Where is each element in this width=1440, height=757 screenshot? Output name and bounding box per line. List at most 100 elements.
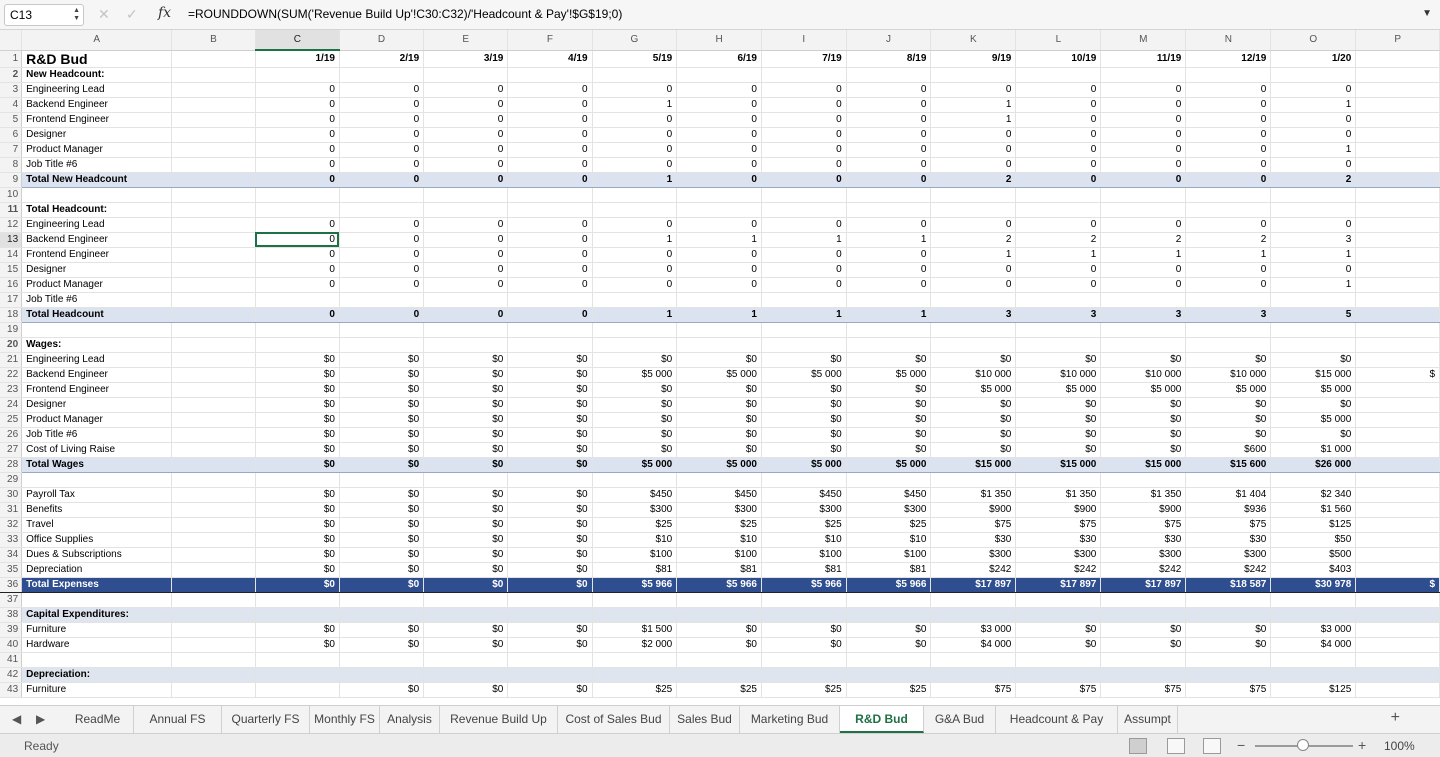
cell[interactable]: 0: [761, 247, 847, 263]
cell[interactable]: 0: [255, 217, 340, 233]
cell[interactable]: $0: [1185, 637, 1272, 653]
cell[interactable]: [423, 202, 509, 218]
cell[interactable]: 1: [592, 97, 678, 113]
cell[interactable]: [1355, 592, 1440, 608]
column-header[interactable]: I: [761, 30, 847, 51]
cell[interactable]: $0: [1015, 427, 1102, 443]
row-header[interactable]: 40: [0, 637, 23, 653]
cell[interactable]: 0: [423, 277, 509, 293]
sheet-tab[interactable]: Quarterly FS: [222, 706, 310, 733]
name-box-stepper-icon[interactable]: ▲ ▼: [73, 7, 80, 22]
cell[interactable]: $0: [761, 442, 847, 458]
cell[interactable]: $0: [423, 352, 509, 368]
cell[interactable]: $100: [676, 547, 762, 563]
cell[interactable]: [1015, 292, 1102, 308]
cell[interactable]: [171, 112, 256, 128]
column-header[interactable]: J: [846, 30, 932, 51]
cell[interactable]: [1355, 112, 1440, 128]
cell[interactable]: [171, 502, 256, 518]
cell[interactable]: [171, 637, 256, 653]
cell[interactable]: $0: [846, 382, 932, 398]
cell[interactable]: 0: [423, 82, 509, 98]
cell[interactable]: $0: [423, 502, 509, 518]
cell[interactable]: $81: [592, 562, 678, 578]
cell[interactable]: Product Manager: [21, 277, 173, 293]
cell[interactable]: [1185, 592, 1272, 608]
cell[interactable]: 2: [1100, 232, 1187, 248]
cell[interactable]: [930, 652, 1017, 668]
cell[interactable]: 0: [507, 247, 593, 263]
cell[interactable]: $0: [1185, 352, 1272, 368]
cell[interactable]: [423, 67, 509, 83]
sheet-tab[interactable]: Cost of Sales Bud: [558, 706, 670, 733]
cell[interactable]: 0: [255, 262, 340, 278]
cell[interactable]: $0: [761, 637, 847, 653]
row-header[interactable]: 17: [0, 292, 23, 308]
cell[interactable]: 0: [339, 232, 425, 248]
cell[interactable]: [339, 67, 425, 83]
cell[interactable]: $0: [255, 532, 340, 548]
cell[interactable]: [592, 472, 678, 488]
cell[interactable]: 0: [1185, 82, 1272, 98]
cell[interactable]: 1/19: [255, 50, 340, 68]
cell[interactable]: [1270, 607, 1357, 623]
cell[interactable]: 0: [507, 306, 593, 323]
cell[interactable]: 0: [846, 277, 932, 293]
cell[interactable]: [1015, 337, 1102, 353]
cell[interactable]: [507, 202, 593, 218]
cell[interactable]: $0: [255, 487, 340, 503]
column-header[interactable]: G: [592, 30, 678, 51]
cell[interactable]: $0: [1100, 427, 1187, 443]
cell[interactable]: $0: [255, 412, 340, 428]
column-header[interactable]: D: [339, 30, 425, 51]
cell[interactable]: [930, 187, 1017, 203]
cell[interactable]: 0: [1185, 277, 1272, 293]
cell[interactable]: [1185, 607, 1272, 623]
cell[interactable]: [1355, 442, 1440, 458]
cell[interactable]: Total Headcount: [21, 306, 173, 323]
cell[interactable]: $300: [676, 502, 762, 518]
cell[interactable]: [1355, 547, 1440, 563]
cell[interactable]: [761, 607, 847, 623]
cell[interactable]: $10: [846, 532, 932, 548]
cell[interactable]: 0: [255, 157, 340, 173]
row-header[interactable]: 43: [0, 682, 23, 698]
cell[interactable]: [761, 202, 847, 218]
row-header[interactable]: 3: [0, 82, 23, 98]
cell[interactable]: [171, 592, 256, 608]
cell[interactable]: $0: [1015, 442, 1102, 458]
cell[interactable]: $4 000: [930, 637, 1017, 653]
cell[interactable]: [1100, 592, 1187, 608]
cell[interactable]: [1355, 412, 1440, 428]
cell[interactable]: 0: [1015, 82, 1102, 98]
cell[interactable]: 0: [676, 127, 762, 143]
cell[interactable]: [339, 472, 425, 488]
cell[interactable]: $1 350: [1100, 487, 1187, 503]
cell[interactable]: $300: [930, 547, 1017, 563]
cell[interactable]: $5 000: [676, 367, 762, 383]
cell[interactable]: $403: [1270, 562, 1357, 578]
cell[interactable]: $100: [761, 547, 847, 563]
cell[interactable]: $1 500: [592, 622, 678, 638]
cell[interactable]: [1100, 202, 1187, 218]
cell[interactable]: Hardware: [21, 637, 173, 653]
cell[interactable]: [592, 202, 678, 218]
cell[interactable]: $17 897: [1015, 576, 1102, 593]
cell[interactable]: 0: [1100, 262, 1187, 278]
row-header[interactable]: 8: [0, 157, 23, 173]
cell[interactable]: [1355, 472, 1440, 488]
cell[interactable]: $30: [1185, 532, 1272, 548]
cell[interactable]: 0: [761, 97, 847, 113]
cell[interactable]: [507, 667, 593, 683]
cell[interactable]: [846, 67, 932, 83]
cell[interactable]: $300: [592, 502, 678, 518]
cell[interactable]: 0: [846, 247, 932, 263]
cell[interactable]: 2: [1185, 232, 1272, 248]
insert-function-icon[interactable]: fx: [158, 5, 172, 21]
cell[interactable]: 0: [846, 171, 932, 188]
cell[interactable]: 0: [339, 82, 425, 98]
cell[interactable]: $0: [255, 502, 340, 518]
cell[interactable]: $10 000: [1015, 367, 1102, 383]
cell[interactable]: [1015, 607, 1102, 623]
cell[interactable]: $0: [1015, 637, 1102, 653]
